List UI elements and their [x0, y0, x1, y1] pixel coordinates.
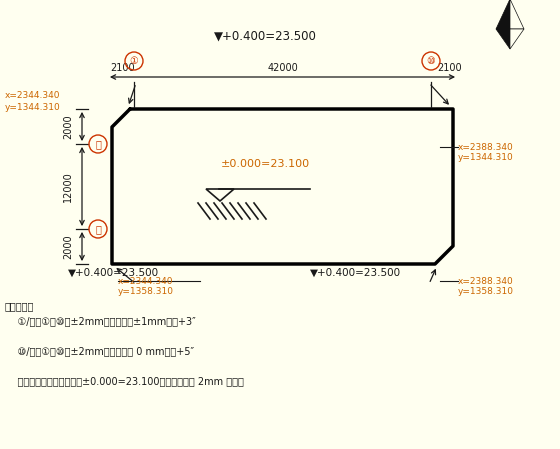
- Text: y=1358.310: y=1358.310: [458, 287, 514, 296]
- Text: ①/Ⓑ：①～⑩边±2mm；Ⓑ～Ⓐ边±1mm，角+3″: ①/Ⓑ：①～⑩边±2mm；Ⓑ～Ⓐ边±1mm，角+3″: [5, 316, 196, 326]
- Text: ①: ①: [129, 56, 138, 66]
- Text: ±0.000=23.100: ±0.000=23.100: [221, 159, 310, 169]
- Text: 12000: 12000: [63, 171, 73, 202]
- Text: y=1344.310: y=1344.310: [5, 102, 60, 111]
- Polygon shape: [496, 29, 510, 49]
- Text: 引测施工现场的施工标高±0.000=23.100，三个误差在 2mm 以内。: 引测施工现场的施工标高±0.000=23.100，三个误差在 2mm 以内。: [5, 376, 244, 386]
- Text: x=2388.340: x=2388.340: [458, 277, 514, 286]
- Text: y=1358.310: y=1358.310: [118, 287, 174, 296]
- Polygon shape: [510, 29, 524, 49]
- Text: 复测结果：: 复测结果：: [5, 301, 34, 311]
- Text: Ⓐ: Ⓐ: [95, 224, 101, 234]
- Polygon shape: [496, 0, 510, 29]
- Text: y=1344.310: y=1344.310: [458, 154, 514, 163]
- Text: x=2344.340: x=2344.340: [5, 92, 60, 101]
- Text: 2000: 2000: [63, 234, 73, 259]
- Text: ▼+0.400=23.500: ▼+0.400=23.500: [213, 30, 316, 43]
- Text: ⑩/Ⓐ：①～⑩边±2mm；Ⓑ～Ⓐ边 0 mm，角+5″: ⑩/Ⓐ：①～⑩边±2mm；Ⓑ～Ⓐ边 0 mm，角+5″: [5, 346, 194, 356]
- Text: 2100: 2100: [438, 63, 463, 73]
- Text: x=2388.340: x=2388.340: [458, 142, 514, 151]
- Text: ▼+0.400=23.500: ▼+0.400=23.500: [68, 268, 159, 278]
- Text: ⑩: ⑩: [427, 56, 435, 66]
- Text: 2000: 2000: [63, 114, 73, 139]
- Text: 2100: 2100: [111, 63, 136, 73]
- Text: 42000: 42000: [267, 63, 298, 73]
- Text: x=2344.340: x=2344.340: [118, 277, 174, 286]
- Text: ▼+0.400=23.500: ▼+0.400=23.500: [310, 268, 401, 278]
- Text: Ⓑ: Ⓑ: [95, 139, 101, 149]
- Polygon shape: [510, 0, 524, 29]
